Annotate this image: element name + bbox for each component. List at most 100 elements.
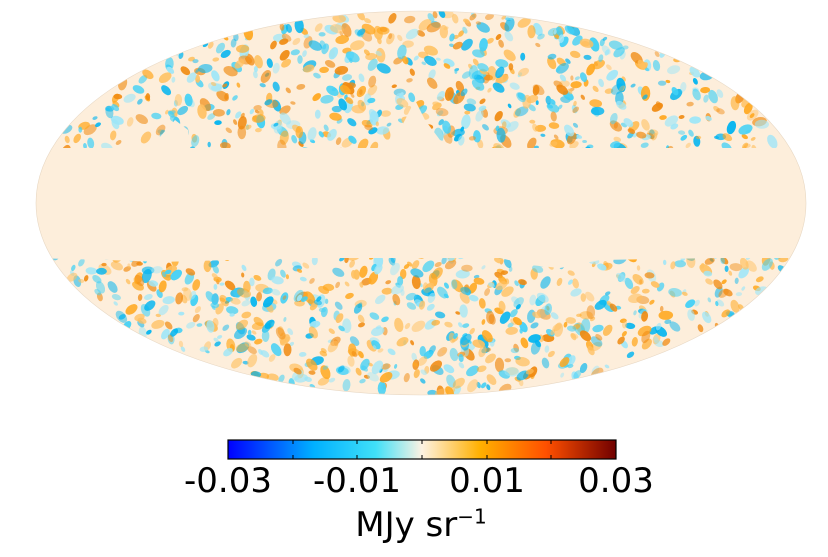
fluctuation-speck: [363, 18, 372, 24]
fluctuation-speck: [403, 372, 410, 383]
fluctuation-speck: [161, 85, 172, 96]
fluctuation-speck: [148, 280, 159, 287]
fluctuation-speck: [249, 108, 255, 115]
fluctuation-speck: [235, 111, 242, 119]
fluctuation-speck: [247, 346, 257, 355]
fluctuation-speck: [534, 124, 547, 132]
fluctuation-speck: [158, 280, 167, 293]
fluctuation-speck: [322, 365, 329, 370]
fluctuation-speck: [413, 55, 419, 61]
fluctuation-speck: [113, 93, 123, 100]
fluctuation-speck: [461, 71, 471, 79]
fluctuation-speck: [335, 313, 344, 323]
fluctuation-speck: [220, 49, 231, 58]
fluctuation-speck: [358, 322, 365, 328]
fluctuation-speck: [357, 138, 369, 151]
fluctuation-speck: [174, 94, 183, 106]
fluctuation-speck: [184, 93, 193, 107]
fluctuation-speck: [716, 299, 725, 307]
fluctuation-speck: [110, 261, 123, 271]
fluctuation-speck: [377, 37, 382, 45]
fluctuation-speck: [78, 278, 85, 283]
fluctuation-speck: [750, 137, 756, 141]
fluctuation-speck: [424, 55, 437, 66]
fluctuation-speck: [741, 134, 748, 140]
fluctuation-speck: [718, 288, 729, 298]
fluctuation-speck: [730, 299, 740, 313]
fluctuation-speck: [115, 140, 122, 145]
fluctuation-speck: [504, 358, 512, 363]
fluctuation-speck: [254, 338, 263, 345]
fluctuation-speck: [510, 347, 520, 354]
fluctuation-speck: [285, 274, 290, 280]
fluctuation-speck: [219, 142, 231, 150]
fluctuation-speck: [151, 319, 165, 329]
fluctuation-speck: [548, 122, 560, 129]
fluctuation-speck: [367, 97, 376, 104]
fluctuation-speck: [381, 316, 389, 323]
fluctuation-speck: [503, 49, 516, 62]
fluctuation-speck: [256, 292, 263, 302]
fluctuation-speck: [292, 37, 301, 46]
fluctuation-speck: [472, 58, 479, 66]
fluctuation-speck: [226, 109, 231, 116]
fluctuation-speck: [446, 374, 456, 388]
fluctuation-speck: [399, 268, 407, 280]
fluctuation-speck: [553, 134, 559, 140]
fluctuation-speck: [674, 260, 686, 268]
fluctuation-speck: [749, 113, 755, 119]
fluctuation-speck: [180, 346, 186, 352]
fluctuation-speck: [755, 276, 764, 283]
fluctuation-speck: [313, 299, 323, 306]
fluctuation-speck: [254, 109, 260, 114]
fluctuation-speck: [721, 279, 727, 285]
fluctuation-speck: [253, 105, 262, 111]
fluctuation-speck: [320, 365, 331, 380]
fluctuation-speck: [692, 88, 701, 101]
fluctuation-speck: [188, 56, 195, 62]
fluctuation-speck: [312, 93, 322, 102]
fluctuation-speck: [652, 59, 661, 72]
fluctuation-speck: [678, 130, 686, 135]
fluctuation-speck: [743, 102, 753, 115]
fluctuation-speck: [444, 259, 457, 270]
fluctuation-speck: [125, 278, 131, 285]
fluctuation-speck: [280, 269, 286, 278]
fluctuation-speck: [664, 319, 672, 324]
fluctuation-speck: [511, 296, 520, 305]
fluctuation-speck: [145, 93, 151, 101]
fluctuation-speck: [427, 292, 436, 304]
fluctuation-speck: [437, 346, 448, 357]
fluctuation-speck: [317, 376, 330, 386]
fluctuation-speck: [297, 55, 303, 64]
fluctuation-speck: [381, 287, 393, 295]
colorbar-tick-label: -0.01: [313, 461, 401, 501]
fluctuation-speck: [377, 381, 387, 395]
fluctuation-speck: [328, 377, 336, 383]
fluctuation-speck: [178, 340, 184, 348]
fluctuation-speck: [453, 333, 458, 339]
colorbar-tick-label: 0.03: [578, 461, 654, 501]
fluctuation-speck: [494, 357, 505, 373]
fluctuation-speck: [233, 119, 238, 125]
fluctuation-speck: [476, 22, 490, 33]
fluctuation-speck: [452, 385, 462, 395]
fluctuation-speck: [380, 110, 391, 117]
fluctuation-speck: [623, 118, 634, 128]
fluctuation-speck: [331, 105, 342, 113]
fluctuation-speck: [669, 321, 681, 332]
fluctuation-speck: [236, 342, 250, 354]
fluctuation-speck: [381, 363, 391, 370]
fluctuation-speck: [678, 115, 685, 119]
fluctuation-speck: [441, 349, 447, 354]
fluctuation-speck: [546, 102, 560, 113]
fluctuation-speck: [628, 293, 643, 304]
fluctuation-speck: [347, 355, 355, 367]
fluctuation-speck: [572, 278, 579, 289]
fluctuation-speck: [211, 70, 220, 82]
fluctuation-speck: [249, 277, 255, 287]
fluctuation-speck: [359, 378, 366, 384]
fluctuation-speck: [347, 118, 357, 127]
fluctuation-speck: [258, 348, 263, 355]
fluctuation-speck: [487, 87, 492, 93]
